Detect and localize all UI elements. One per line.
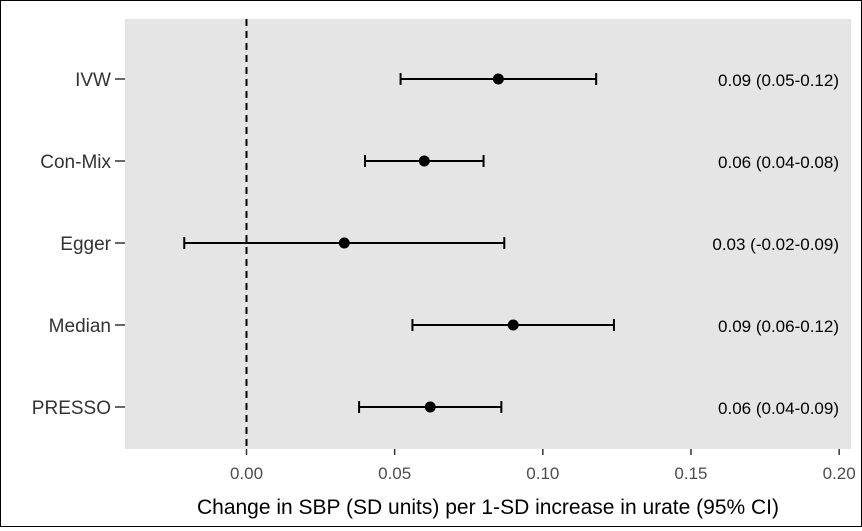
- y-label-ivw: IVW: [75, 70, 111, 91]
- ci-text-presso: 0.06 (0.04-0.09): [718, 399, 839, 418]
- estimate-row-median: [411, 319, 615, 331]
- x-tick-label: 0.20: [823, 464, 856, 483]
- y-label-median: Median: [49, 316, 111, 337]
- estimate-row-con-mix: [364, 155, 485, 167]
- point-estimate: [507, 319, 519, 331]
- plot-panel: [125, 19, 851, 449]
- x-tick-label: 0.05: [378, 464, 411, 483]
- ci-text-egger: 0.03 (-0.02-0.09): [712, 235, 839, 254]
- estimate-row-presso: [358, 401, 503, 413]
- point-estimate: [418, 155, 430, 167]
- estimate-row-ivw: [399, 73, 598, 85]
- ci-text-con-mix: 0.06 (0.04-0.08): [718, 153, 839, 172]
- y-label-presso: PRESSO: [32, 398, 111, 419]
- point-estimate: [338, 237, 350, 249]
- x-tick-label: 0.10: [526, 464, 559, 483]
- y-label-egger: Egger: [60, 234, 111, 255]
- x-tick-label: 0.00: [230, 464, 263, 483]
- interval-layer: [183, 73, 615, 413]
- ci-text-median: 0.09 (0.06-0.12): [718, 317, 839, 336]
- y-axis-labels: IVW Con-Mix Egger Median PRESSO: [32, 70, 125, 419]
- ci-text-layer: 0.09 (0.05-0.12) 0.06 (0.04-0.08) 0.03 (-0…: [712, 71, 839, 418]
- x-tick-label: 0.15: [674, 464, 707, 483]
- point-estimate: [492, 73, 504, 85]
- ci-text-ivw: 0.09 (0.05-0.12): [718, 71, 839, 90]
- x-axis: 0.00 0.05 0.10 0.15 0.20: [230, 449, 856, 483]
- point-estimate: [424, 401, 436, 413]
- estimate-row-egger: [183, 237, 506, 249]
- x-axis-title: Change in SBP (SD units) per 1-SD increa…: [197, 496, 779, 519]
- y-label-con-mix: Con-Mix: [40, 152, 111, 173]
